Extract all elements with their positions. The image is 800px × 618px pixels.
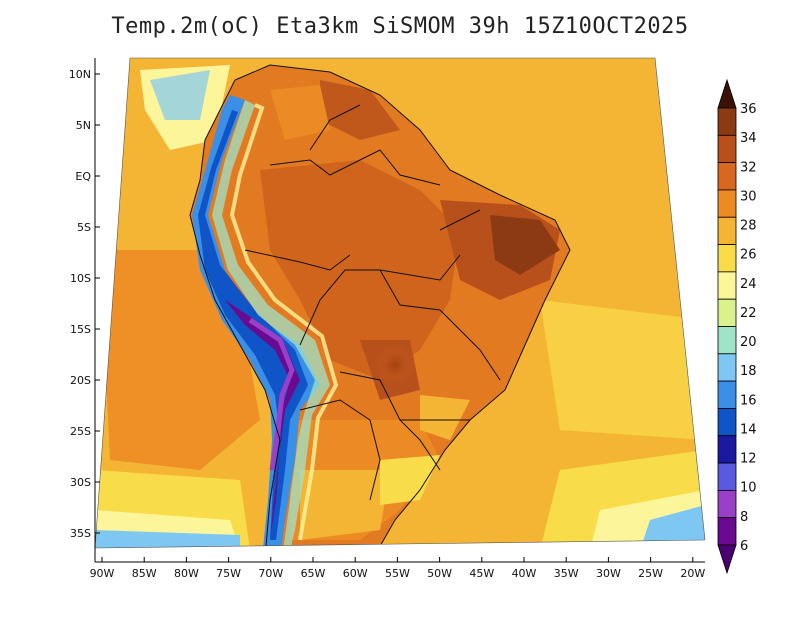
lon-tick-label: 35W (554, 567, 579, 580)
lon-tick-label: 85W (132, 567, 157, 580)
lon-tick-label: 70W (258, 567, 283, 580)
colorbar-label: 12 (740, 452, 757, 467)
country-borders (189, 64, 571, 548)
lon-tick-label: 25W (638, 567, 663, 580)
colorbar-label: 16 (740, 393, 757, 408)
colorbar-label: 14 (740, 422, 757, 437)
colorbar-segment (717, 216, 737, 245)
colorbar-label: 22 (740, 306, 757, 321)
lon-tick-label: 50W (427, 567, 452, 580)
axes-frame (94, 58, 705, 563)
colorbar-segment (717, 107, 737, 136)
colorbar-label: 24 (740, 277, 757, 292)
lat-tick-label: 5S (77, 221, 91, 234)
colorbar-segment (717, 189, 737, 218)
colorbar-segment (717, 353, 737, 382)
colorbar-label: 34 (740, 131, 757, 146)
lat-tick-label: 10S (70, 272, 91, 285)
colorbar-segment (717, 489, 737, 519)
colorbar-segment (717, 162, 737, 191)
temperature-field (95, 58, 705, 548)
colorbar-label: 10 (740, 481, 757, 496)
colorbar-label: 6 (740, 539, 748, 554)
lat-tick-label: 10N (69, 68, 91, 81)
lat-tick-label: EQ (75, 170, 91, 183)
lon-tick-label: 60W (343, 567, 368, 580)
colorbar-min-arrow (717, 544, 737, 575)
lon-tick-label: 80W (174, 567, 199, 580)
lat-tick-label: 5N (76, 119, 91, 132)
colorbar-segment (717, 244, 737, 273)
lon-tick-label: 30W (596, 567, 621, 580)
lon-tick-label: 45W (469, 567, 494, 580)
colorbar-label: 30 (740, 189, 757, 204)
lon-tick-label: 40W (512, 567, 537, 580)
lat-tick-label: 15S (70, 323, 91, 336)
colorbar-label: 26 (740, 248, 757, 263)
colorbar-segment (717, 326, 737, 355)
lat-tick-label: 35S (70, 527, 91, 540)
colorbar-segment (717, 271, 737, 300)
longitude-ticks: 90W 85W 80W 75W 70W 65W 60W 55W 50W 45W 40W 35W 30W 2… (90, 557, 705, 580)
lon-tick-label: 65W (301, 567, 326, 580)
map-title: Temp.2m(oC) Eta3km SiSMOM 39h 15Z10OCT20… (111, 14, 689, 39)
lat-tick-label: 30S (70, 476, 91, 489)
colorbar-segment (717, 517, 737, 546)
latitude-ticks: 10N 5N EQ 5S 10S 15S 20S 25S 30S 35S (69, 68, 100, 540)
lon-tick-label: 75W (216, 567, 241, 580)
lat-tick-label: 25S (70, 425, 91, 438)
colorbar-label: 36 (740, 102, 757, 117)
colorbar-segment (717, 380, 737, 409)
lon-tick-label: 55W (385, 567, 410, 580)
lon-tick-label: 90W (90, 567, 115, 580)
lon-tick-label: 20W (680, 567, 705, 580)
colorbar-segment (717, 462, 737, 491)
colorbar: 36 34 32 30 28 26 24 22 20 18 16 14 12 10 8 6 (717, 78, 757, 575)
colorbar-max-arrow (717, 78, 737, 109)
colorbar-label: 20 (740, 335, 757, 350)
colorbar-segment (717, 298, 737, 327)
colorbar-label: 28 (740, 219, 757, 234)
colorbar-segment (717, 134, 737, 164)
domain-outline (94, 57, 706, 549)
colorbar-label: 18 (740, 364, 757, 379)
lat-tick-label: 20S (70, 374, 91, 387)
colorbar-segment (717, 408, 737, 437)
colorbar-segment (717, 435, 737, 464)
colorbar-label: 32 (740, 160, 757, 175)
colorbar-label: 8 (740, 510, 748, 525)
